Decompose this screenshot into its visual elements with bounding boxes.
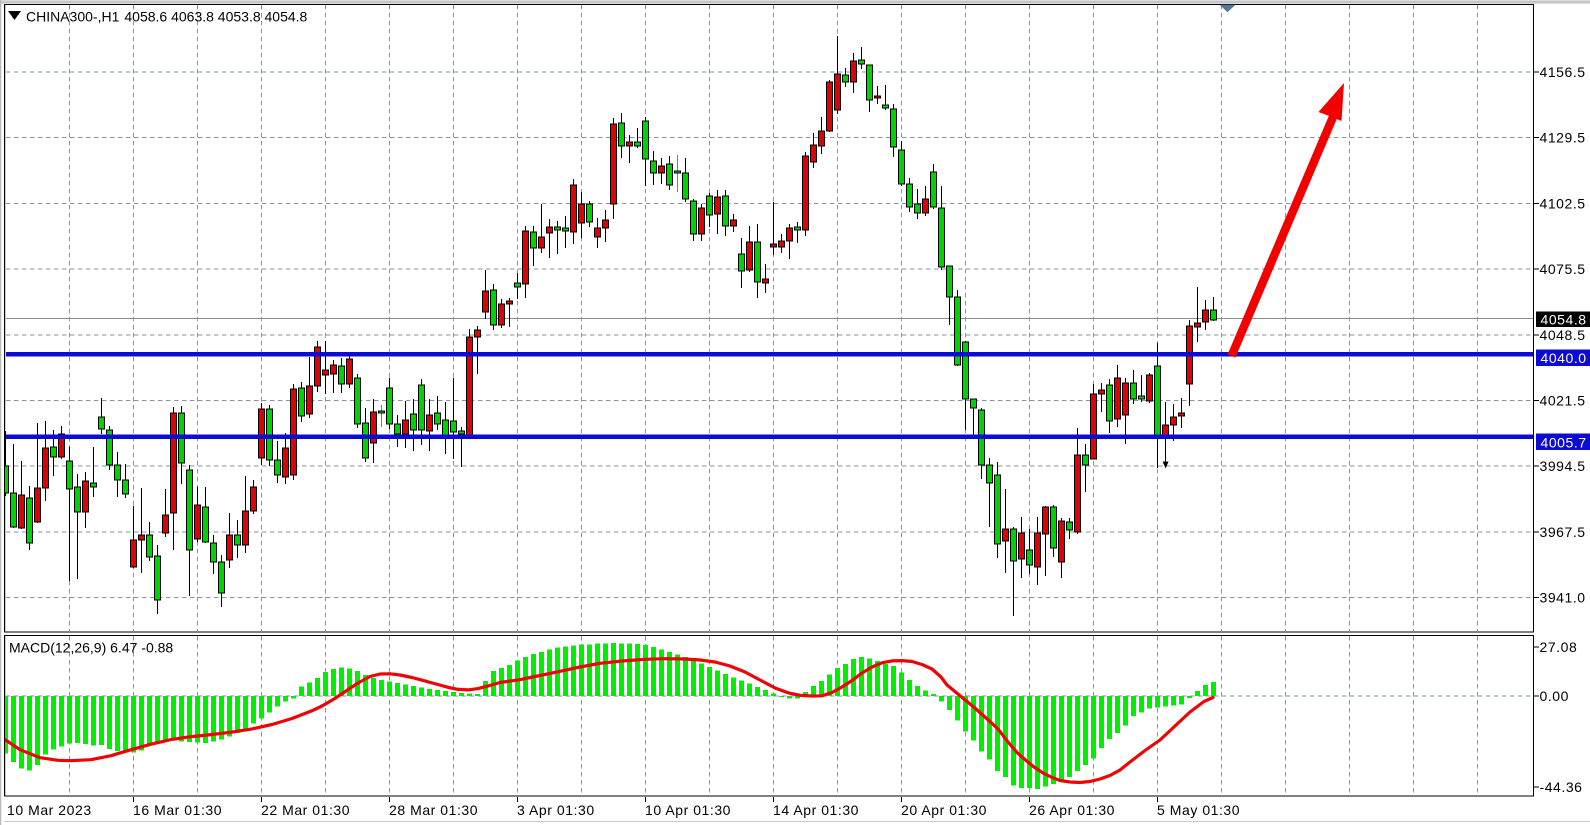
svg-text:22 Mar 01:30: 22 Mar 01:30 <box>261 802 350 818</box>
svg-text:4048.5: 4048.5 <box>1540 327 1586 343</box>
svg-text:4040.0: 4040.0 <box>1541 350 1587 366</box>
svg-text:0.00: 0.00 <box>1540 688 1569 704</box>
svg-text:26 Apr 01:30: 26 Apr 01:30 <box>1029 802 1115 818</box>
svg-text:4005.7: 4005.7 <box>1541 435 1587 451</box>
svg-text:10 Mar 2023: 10 Mar 2023 <box>7 802 92 818</box>
svg-text:4058.6 4063.8 4053.8 4054.8: 4058.6 4063.8 4053.8 4054.8 <box>124 8 307 24</box>
svg-text:3994.5: 3994.5 <box>1540 458 1586 474</box>
svg-text:4102.5: 4102.5 <box>1540 195 1586 211</box>
svg-text:16 Mar 01:30: 16 Mar 01:30 <box>133 802 222 818</box>
svg-text:3941.0: 3941.0 <box>1540 590 1586 606</box>
svg-text:27.08: 27.08 <box>1540 639 1578 655</box>
svg-text:-44.36: -44.36 <box>1540 779 1583 795</box>
svg-text:MACD(12,26,9) 6.47 -0.88: MACD(12,26,9) 6.47 -0.88 <box>9 640 173 656</box>
svg-text:3967.5: 3967.5 <box>1540 524 1586 540</box>
svg-text:3 Apr 01:30: 3 Apr 01:30 <box>517 802 595 818</box>
svg-text:4021.5: 4021.5 <box>1540 393 1586 409</box>
svg-text:4129.5: 4129.5 <box>1540 130 1586 146</box>
svg-text:5 May 01:30: 5 May 01:30 <box>1157 802 1240 818</box>
svg-text:28 Mar 01:30: 28 Mar 01:30 <box>389 802 478 818</box>
svg-text:CHINA300-,H1: CHINA300-,H1 <box>26 8 120 24</box>
svg-text:14 Apr 01:30: 14 Apr 01:30 <box>773 802 859 818</box>
svg-text:4156.5: 4156.5 <box>1540 64 1586 80</box>
svg-text:10 Apr 01:30: 10 Apr 01:30 <box>645 802 731 818</box>
svg-text:4054.8: 4054.8 <box>1541 312 1587 328</box>
svg-text:4075.5: 4075.5 <box>1540 261 1586 277</box>
svg-text:20 Apr 01:30: 20 Apr 01:30 <box>901 802 987 818</box>
